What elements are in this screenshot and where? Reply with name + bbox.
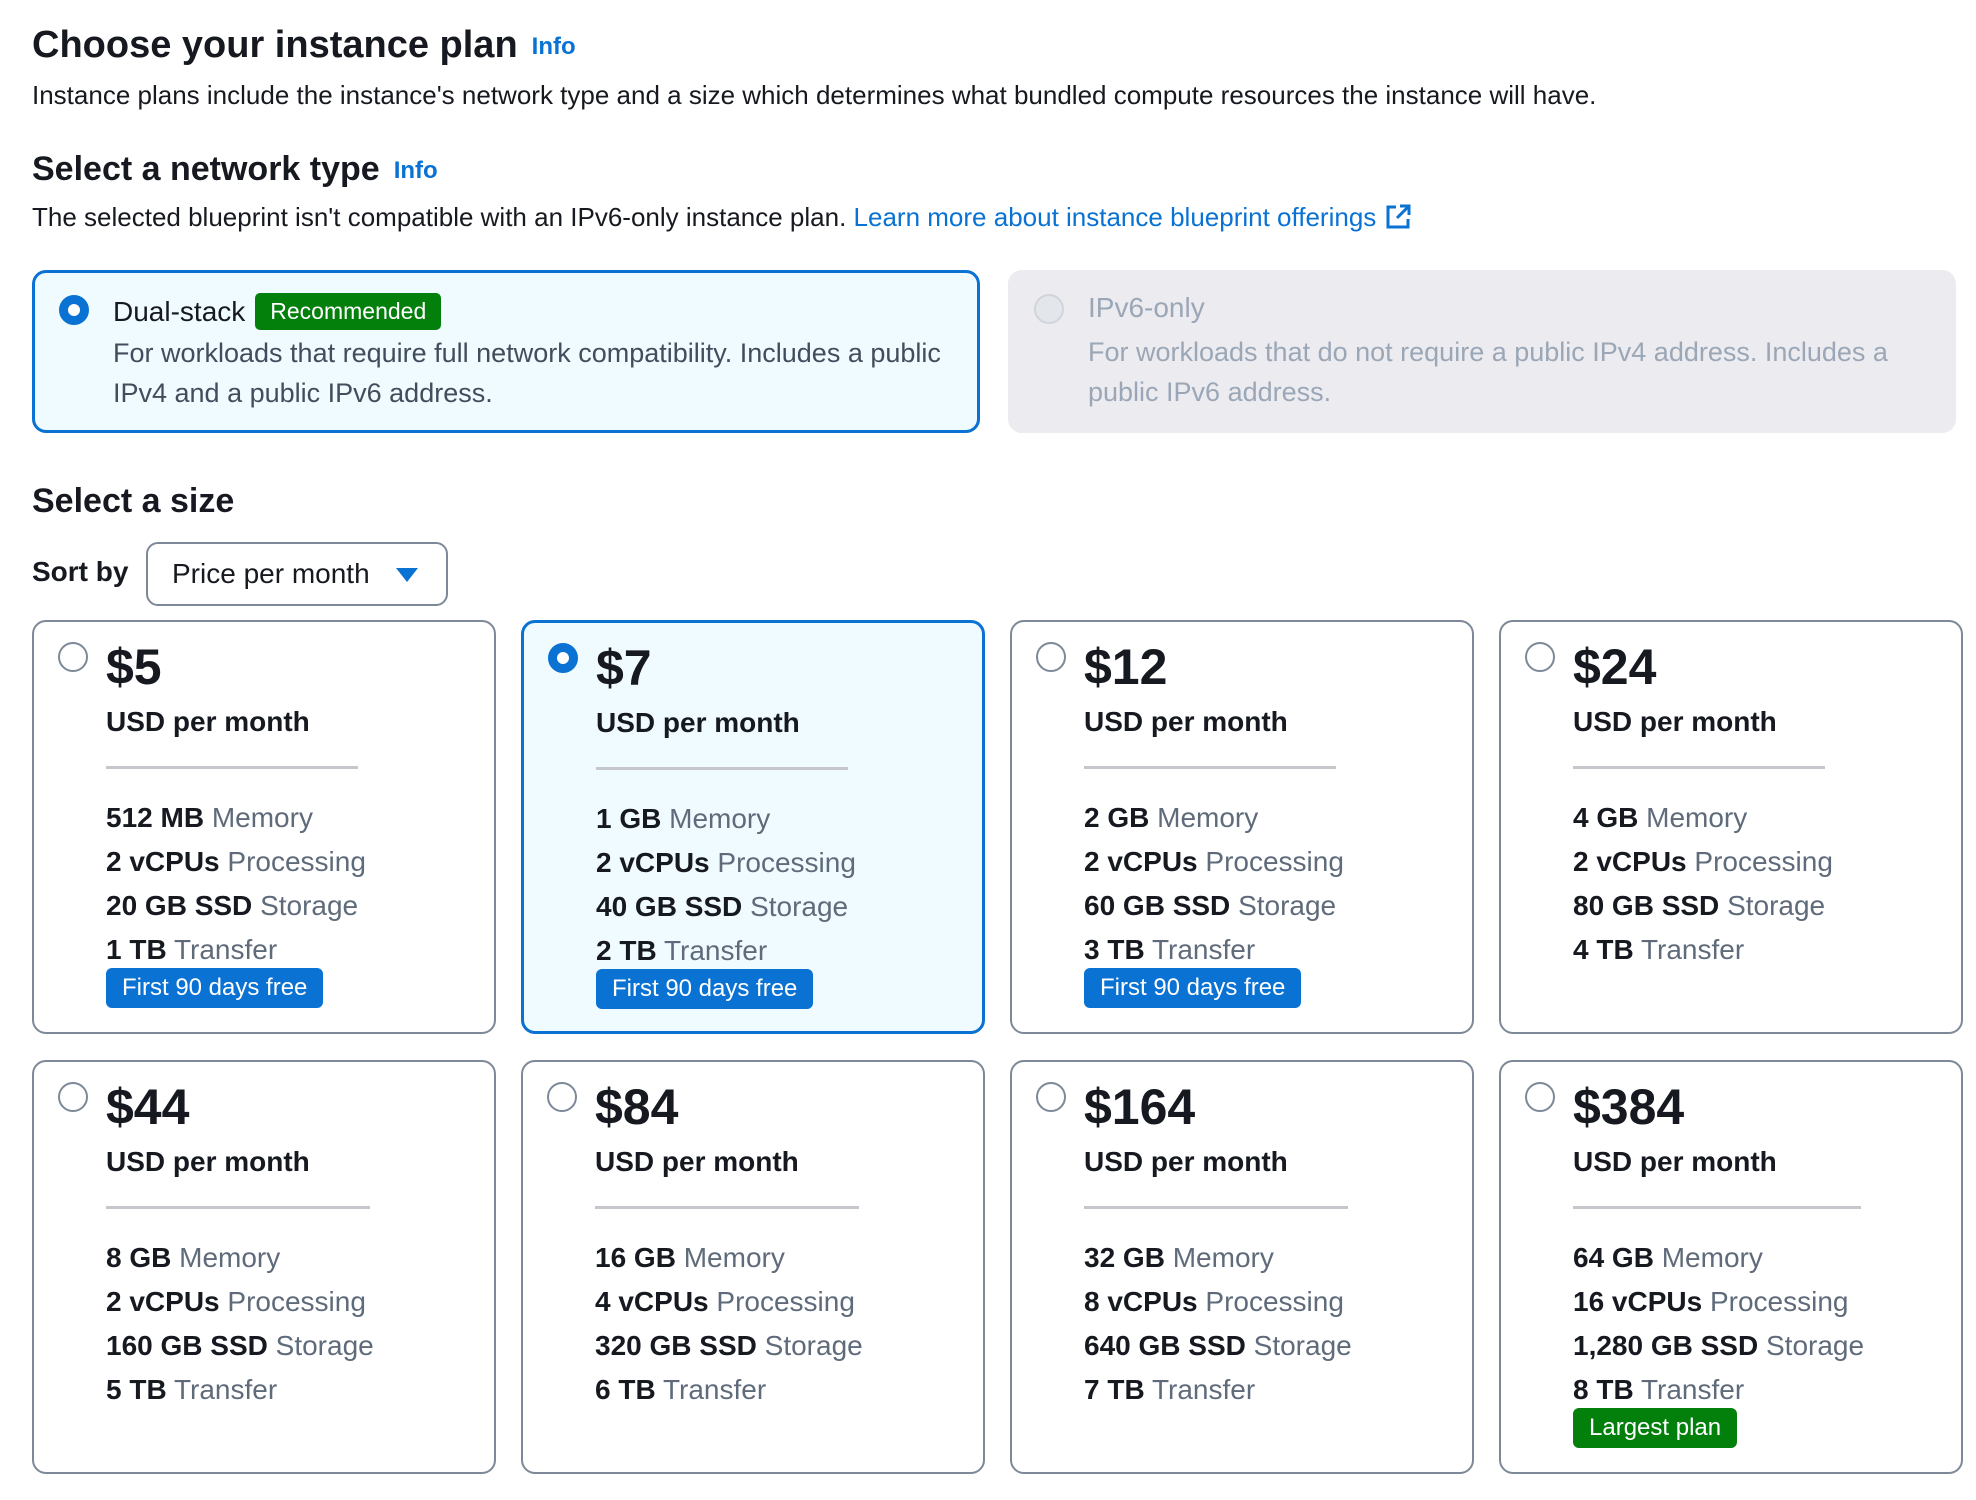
- plan-unit: USD per month: [106, 1146, 310, 1177]
- plan-price: $7: [596, 640, 652, 696]
- plan-card-7[interactable]: $7 USD per month 1 GB Memory 2 vCPUs Pro…: [521, 620, 985, 1034]
- transfer-spec: 7 TB Transfer: [1084, 1374, 1256, 1405]
- storage-spec: 20 GB SSD Storage: [106, 890, 359, 921]
- sort-select[interactable]: Price per month: [146, 542, 448, 606]
- plan-price: $12: [1084, 639, 1168, 695]
- ipv6-only-description: For workloads that do not require a publ…: [1088, 337, 1888, 407]
- cpu-spec: 16 vCPUs Processing: [1573, 1286, 1849, 1317]
- sort-select-value: Price per month: [172, 558, 370, 589]
- page-title: Choose your instance plan Info: [32, 24, 576, 66]
- network-option-dual-stack[interactable]: Dual-stack Recommended For workloads that…: [32, 270, 980, 433]
- size-title: Select a size: [32, 482, 235, 520]
- transfer-spec: 4 TB Transfer: [1573, 934, 1745, 965]
- plan-price: $5: [106, 639, 162, 695]
- plan-radio[interactable]: [547, 1082, 577, 1112]
- memory-spec: 8 GB Memory: [106, 1242, 281, 1273]
- plan-card-24[interactable]: $24 USD per month 4 GB Memory 2 vCPUs Pr…: [1499, 620, 1963, 1034]
- divider: [106, 1206, 370, 1209]
- plan-radio[interactable]: [548, 643, 578, 673]
- network-description: The selected blueprint isn't compatible …: [32, 202, 1412, 233]
- page-description: Instance plans include the instance's ne…: [32, 80, 1597, 110]
- plan-card-12[interactable]: $12 USD per month 2 GB Memory 2 vCPUs Pr…: [1010, 620, 1474, 1034]
- network-info-link[interactable]: Info: [393, 157, 438, 185]
- sort-label: Sort by: [32, 556, 129, 587]
- cpu-spec: 2 vCPUs Processing: [106, 1286, 366, 1317]
- blueprint-offerings-link[interactable]: Learn more about instance blueprint offe…: [854, 202, 1413, 232]
- plan-card-44[interactable]: $44 USD per month 8 GB Memory 2 vCPUs Pr…: [32, 1060, 496, 1474]
- plan-card-5[interactable]: $5 USD per month 512 MB Memory 2 vCPUs P…: [32, 620, 496, 1034]
- cpu-spec: 2 vCPUs Processing: [596, 847, 856, 878]
- free-trial-badge: First 90 days free: [1084, 968, 1302, 1008]
- plan-unit: USD per month: [596, 707, 800, 738]
- divider: [1084, 766, 1336, 769]
- caret-down-icon: [396, 568, 418, 582]
- plan-card-384[interactable]: $384 USD per month 64 GB Memory 16 vCPUs…: [1499, 1060, 1963, 1474]
- ipv6-only-radio: [1034, 294, 1064, 324]
- divider: [1573, 766, 1825, 769]
- memory-spec: 32 GB Memory: [1084, 1242, 1274, 1273]
- transfer-spec: 5 TB Transfer: [106, 1374, 278, 1405]
- divider: [1573, 1206, 1861, 1209]
- transfer-spec: 6 TB Transfer: [595, 1374, 767, 1405]
- plan-radio[interactable]: [1036, 642, 1066, 672]
- dual-stack-radio[interactable]: [59, 295, 89, 325]
- cpu-spec: 4 vCPUs Processing: [595, 1286, 855, 1317]
- dual-stack-label: Dual-stack: [113, 296, 246, 327]
- plan-radio[interactable]: [1036, 1082, 1066, 1112]
- plan-unit: USD per month: [106, 706, 310, 737]
- plan-unit: USD per month: [1084, 1146, 1288, 1177]
- storage-spec: 1,280 GB SSD Storage: [1573, 1330, 1865, 1361]
- memory-spec: 1 GB Memory: [596, 803, 771, 834]
- plan-radio[interactable]: [58, 1082, 88, 1112]
- memory-spec: 16 GB Memory: [595, 1242, 785, 1273]
- plan-unit: USD per month: [595, 1146, 799, 1177]
- transfer-spec: 1 TB Transfer: [106, 934, 278, 965]
- plan-unit: USD per month: [1573, 1146, 1777, 1177]
- plan-price: $44: [106, 1079, 190, 1135]
- memory-spec: 512 MB Memory: [106, 802, 313, 833]
- storage-spec: 60 GB SSD Storage: [1084, 890, 1337, 921]
- plan-unit: USD per month: [1084, 706, 1288, 737]
- network-type-title: Select a network type Info: [32, 150, 438, 188]
- plan-price: $84: [595, 1079, 679, 1135]
- free-trial-badge: First 90 days free: [106, 968, 324, 1008]
- ipv6-only-label: IPv6-only: [1088, 292, 1205, 323]
- transfer-spec: 2 TB Transfer: [596, 935, 768, 966]
- memory-spec: 4 GB Memory: [1573, 802, 1748, 833]
- storage-spec: 160 GB SSD Storage: [106, 1330, 374, 1361]
- storage-spec: 80 GB SSD Storage: [1573, 890, 1826, 921]
- external-link-icon: [1386, 204, 1411, 229]
- free-trial-badge: First 90 days free: [596, 969, 814, 1009]
- storage-spec: 640 GB SSD Storage: [1084, 1330, 1352, 1361]
- plan-radio[interactable]: [1525, 1082, 1555, 1112]
- plan-price: $24: [1573, 639, 1657, 695]
- plan-price: $384: [1573, 1079, 1685, 1135]
- plan-card-84[interactable]: $84 USD per month 16 GB Memory 4 vCPUs P…: [521, 1060, 985, 1474]
- largest-plan-badge: Largest plan: [1573, 1408, 1738, 1448]
- network-option-ipv6-only: IPv6-only For workloads that do not requ…: [1008, 270, 1956, 433]
- recommended-badge: Recommended: [255, 293, 442, 330]
- divider: [1084, 1206, 1348, 1209]
- plan-radio[interactable]: [58, 642, 88, 672]
- plan-unit: USD per month: [1573, 706, 1777, 737]
- divider: [596, 767, 848, 770]
- plan-radio[interactable]: [1525, 642, 1555, 672]
- cpu-spec: 2 vCPUs Processing: [106, 846, 366, 877]
- cpu-spec: 2 vCPUs Processing: [1084, 846, 1344, 877]
- plan-card-164[interactable]: $164 USD per month 32 GB Memory 8 vCPUs …: [1010, 1060, 1474, 1474]
- divider: [595, 1206, 859, 1209]
- dual-stack-description: For workloads that require full network …: [113, 338, 941, 408]
- memory-spec: 2 GB Memory: [1084, 802, 1259, 833]
- storage-spec: 40 GB SSD Storage: [596, 891, 849, 922]
- info-link[interactable]: Info: [531, 32, 576, 60]
- storage-spec: 320 GB SSD Storage: [595, 1330, 863, 1361]
- transfer-spec: 3 TB Transfer: [1084, 934, 1256, 965]
- cpu-spec: 8 vCPUs Processing: [1084, 1286, 1344, 1317]
- transfer-spec: 8 TB Transfer: [1573, 1374, 1745, 1405]
- memory-spec: 64 GB Memory: [1573, 1242, 1763, 1273]
- plan-price: $164: [1084, 1079, 1196, 1135]
- divider: [106, 766, 358, 769]
- cpu-spec: 2 vCPUs Processing: [1573, 846, 1833, 877]
